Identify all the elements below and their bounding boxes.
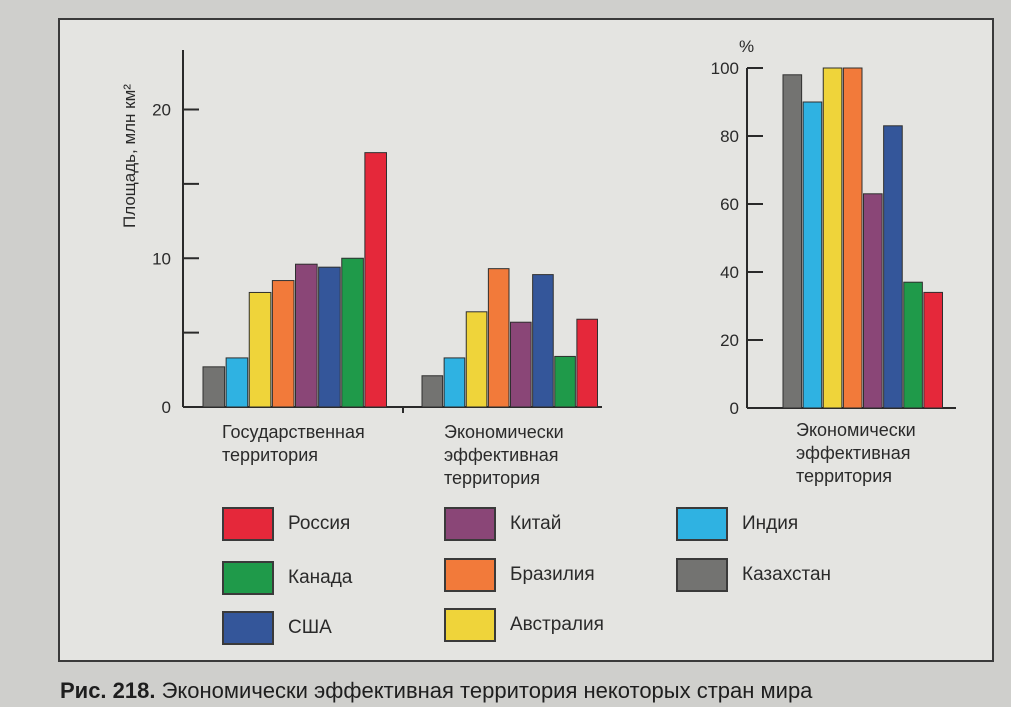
legend-label-kazakhstan: Казахстан bbox=[742, 564, 832, 585]
legend-item-india: Индия bbox=[676, 507, 798, 541]
y-tick-label-right: 60 bbox=[720, 195, 739, 214]
legend-label-india: Индия bbox=[742, 513, 799, 534]
legend-swatch-usa bbox=[222, 611, 274, 645]
bar-left bbox=[364, 152, 387, 408]
bar-left bbox=[202, 366, 226, 408]
bar-right bbox=[802, 101, 823, 409]
legend-item-brazil: Бразилия bbox=[444, 558, 595, 592]
legend-swatch-brazil bbox=[444, 558, 496, 592]
category-label-right: Экономически bbox=[796, 420, 916, 440]
legend-item-kazakhstan: Казахстан bbox=[676, 558, 831, 592]
bar-right bbox=[782, 74, 803, 409]
bar-right bbox=[822, 67, 843, 409]
bar-left bbox=[341, 257, 364, 408]
figure-caption: Рис. 218. Экономически эффективная терри… bbox=[60, 678, 812, 704]
legend-item-russia: Россия bbox=[222, 507, 350, 541]
legend-item-china: Китай bbox=[444, 507, 561, 541]
category-label-left: Государственная bbox=[222, 422, 365, 442]
legend-label-russia: Россия bbox=[288, 513, 351, 534]
y-axis-label-left: Площадь, млн км² bbox=[120, 84, 139, 228]
bar-right bbox=[842, 67, 863, 409]
legend-item-canada: Канада bbox=[222, 561, 352, 595]
y-tick-label-right: 0 bbox=[730, 399, 739, 418]
bar-right bbox=[863, 193, 883, 409]
y-tick-label-right: 40 bbox=[720, 263, 739, 282]
category-label-right: эффективная bbox=[796, 443, 910, 463]
bar-left bbox=[443, 357, 466, 408]
legend-label-usa: США bbox=[288, 617, 332, 638]
y-tick-label-right: 80 bbox=[720, 127, 739, 146]
legend-label-australia: Австралия bbox=[510, 614, 604, 635]
y-tick-label-right: 100 bbox=[711, 59, 739, 78]
legend-swatch-russia bbox=[222, 507, 274, 541]
y-tick-label-left: 20 bbox=[152, 101, 171, 120]
bar-left bbox=[510, 321, 532, 408]
y-tick-label-left: 0 bbox=[162, 398, 171, 417]
legend-label-canada: Канада bbox=[288, 567, 353, 588]
bar-left bbox=[248, 291, 272, 408]
bar-right bbox=[923, 291, 943, 409]
y-tick-label-right: 20 bbox=[720, 331, 739, 350]
bar-left bbox=[465, 311, 488, 408]
category-label-left: территория bbox=[444, 468, 540, 488]
bar-left bbox=[271, 280, 295, 408]
bar-left bbox=[225, 357, 249, 408]
bar-left bbox=[295, 263, 318, 408]
bar-left bbox=[576, 318, 598, 408]
legend-swatch-india bbox=[676, 507, 728, 541]
legend-label-brazil: Бразилия bbox=[510, 564, 595, 585]
category-label-left: Экономически bbox=[444, 422, 564, 442]
y-axis-label-right: % bbox=[739, 37, 754, 56]
category-label-left: территория bbox=[222, 445, 318, 465]
bar-right bbox=[883, 125, 903, 409]
legend-item-australia: Австралия bbox=[444, 608, 604, 642]
caption-text: Экономически эффективная территория неко… bbox=[161, 678, 813, 703]
bar-left bbox=[487, 268, 510, 408]
bar-right bbox=[903, 281, 923, 409]
legend-swatch-canada bbox=[222, 561, 274, 595]
bar-left bbox=[532, 274, 554, 408]
category-label-left: эффективная bbox=[444, 445, 558, 465]
legend-swatch-china bbox=[444, 507, 496, 541]
legend-swatch-australia bbox=[444, 608, 496, 642]
legend-item-usa: США bbox=[222, 611, 332, 645]
y-tick-label-left: 10 bbox=[152, 249, 171, 268]
legend-label-china: Китай bbox=[510, 513, 562, 534]
caption-label: Рис. 218. bbox=[60, 678, 156, 703]
category-label-right: территория bbox=[796, 466, 892, 486]
legend-swatch-kazakhstan bbox=[676, 558, 728, 592]
bar-left bbox=[421, 375, 444, 408]
bar-left bbox=[554, 355, 576, 408]
bar-left bbox=[318, 266, 341, 408]
